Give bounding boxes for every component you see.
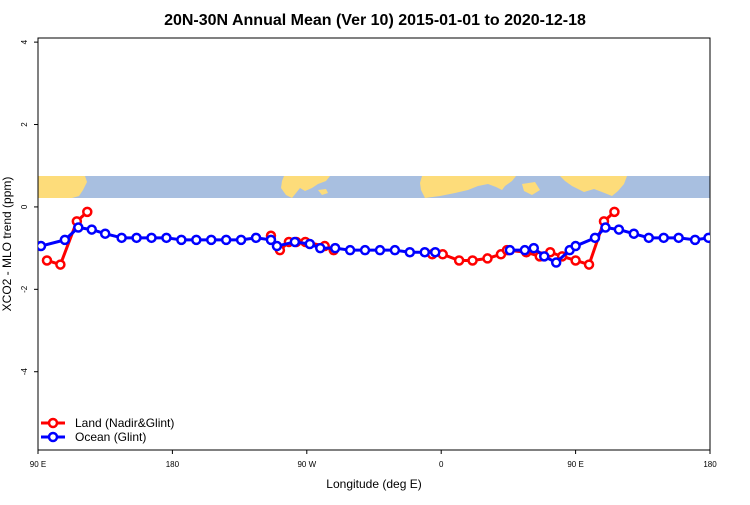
series-line-ocean — [40, 226, 436, 254]
data-point-ocean — [59, 234, 71, 246]
data-point-ocean — [235, 234, 247, 246]
data-point-ocean — [131, 232, 142, 244]
data-point-ocean — [703, 232, 710, 244]
data-point-ocean — [419, 246, 431, 258]
data-point-ocean — [528, 242, 540, 254]
data-point-ocean — [329, 242, 341, 254]
data-point-land — [583, 259, 595, 270]
legend-item-ocean: Ocean (Glint) — [41, 430, 146, 444]
legend: Land (Nadir&Glint) Ocean (Glint) — [41, 416, 174, 444]
legend-marker-land — [47, 417, 59, 429]
y-tick-label: -2 — [20, 285, 29, 293]
world-map-band — [38, 176, 710, 198]
legend-label-land: Land (Nadir&Glint) — [75, 416, 174, 430]
data-point-ocean — [643, 232, 655, 244]
data-point-ocean — [600, 222, 611, 233]
x-tick-label: 0 — [439, 460, 444, 469]
x-tick-label: 90 E — [567, 460, 583, 469]
data-point-land — [82, 206, 93, 218]
series-ocean — [38, 222, 710, 268]
data-point-ocean — [613, 224, 625, 235]
data-point-ocean — [314, 242, 326, 254]
data-point-ocean — [344, 244, 356, 256]
data-point-ocean — [116, 232, 127, 244]
data-point-ocean — [658, 232, 669, 244]
data-point-land — [55, 259, 66, 270]
data-point-ocean — [265, 234, 277, 246]
data-point-ocean — [359, 244, 371, 256]
x-tick-label: 180 — [703, 460, 717, 469]
data-point-ocean — [550, 257, 562, 268]
x-tick-label: 90 E — [30, 460, 46, 469]
map-land-india-china — [560, 176, 627, 196]
data-point-ocean — [38, 240, 47, 252]
data-point-ocean — [519, 244, 531, 256]
data-point-land — [609, 206, 620, 218]
data-point-ocean — [538, 251, 550, 262]
y-tick-label: 2 — [20, 122, 29, 127]
map-land-asia — [38, 176, 87, 198]
data-point-ocean — [374, 244, 386, 256]
data-point-ocean — [220, 234, 232, 246]
legend-item-land: Land (Nadir&Glint) — [41, 416, 174, 430]
series-layer — [38, 206, 710, 270]
data-point-ocean — [589, 232, 601, 244]
x-axis-title: Longitude (deg E) — [326, 477, 421, 491]
data-point-ocean — [628, 228, 640, 239]
axes: 90 E 180 90 W 0 90 E 180 4 2 0 -2 -4 — [20, 39, 717, 469]
data-point-ocean — [146, 232, 157, 244]
data-point-ocean — [205, 234, 217, 246]
data-point-ocean — [389, 244, 401, 256]
plot-frame — [37, 37, 711, 451]
map-land-north-america — [281, 176, 330, 198]
y-tick-label: 0 — [20, 204, 29, 209]
data-point-ocean — [161, 232, 172, 244]
data-point-ocean — [191, 234, 202, 246]
y-axis-title: XCO2 - MLO trend (ppm) — [0, 177, 14, 312]
x-tick-label: 90 W — [297, 460, 316, 469]
data-point-ocean — [250, 232, 262, 244]
map-land-arabia — [522, 182, 540, 195]
data-point-land — [467, 255, 478, 266]
data-point-ocean — [176, 234, 187, 246]
map-ocean-background — [38, 176, 710, 198]
data-point-ocean — [404, 246, 416, 258]
data-point-ocean — [570, 240, 581, 252]
data-point-ocean — [304, 238, 316, 250]
data-point-ocean — [271, 240, 283, 252]
x-tick-label: 180 — [166, 460, 180, 469]
data-point-ocean — [289, 236, 301, 248]
data-point-land — [41, 255, 53, 266]
data-point-ocean — [689, 234, 701, 246]
data-point-ocean — [99, 228, 111, 239]
chart-title: 20N-30N Annual Mean (Ver 10) 2015-01-01 … — [164, 12, 586, 29]
map-land-africa — [420, 176, 516, 198]
y-tick-label: -4 — [20, 368, 29, 376]
map-land-caribbean — [318, 189, 328, 195]
data-point-ocean — [73, 222, 84, 233]
data-point-land — [570, 255, 581, 266]
data-point-ocean — [429, 246, 441, 258]
data-point-ocean — [504, 244, 516, 256]
legend-label-ocean: Ocean (Glint) — [75, 430, 146, 444]
series-line-ocean — [509, 226, 709, 265]
data-point-land — [482, 253, 493, 264]
data-point-ocean — [86, 224, 98, 235]
data-point-land — [453, 255, 465, 266]
y-tick-label: 4 — [20, 39, 29, 44]
data-point-ocean — [673, 232, 684, 244]
legend-marker-ocean — [47, 431, 59, 443]
